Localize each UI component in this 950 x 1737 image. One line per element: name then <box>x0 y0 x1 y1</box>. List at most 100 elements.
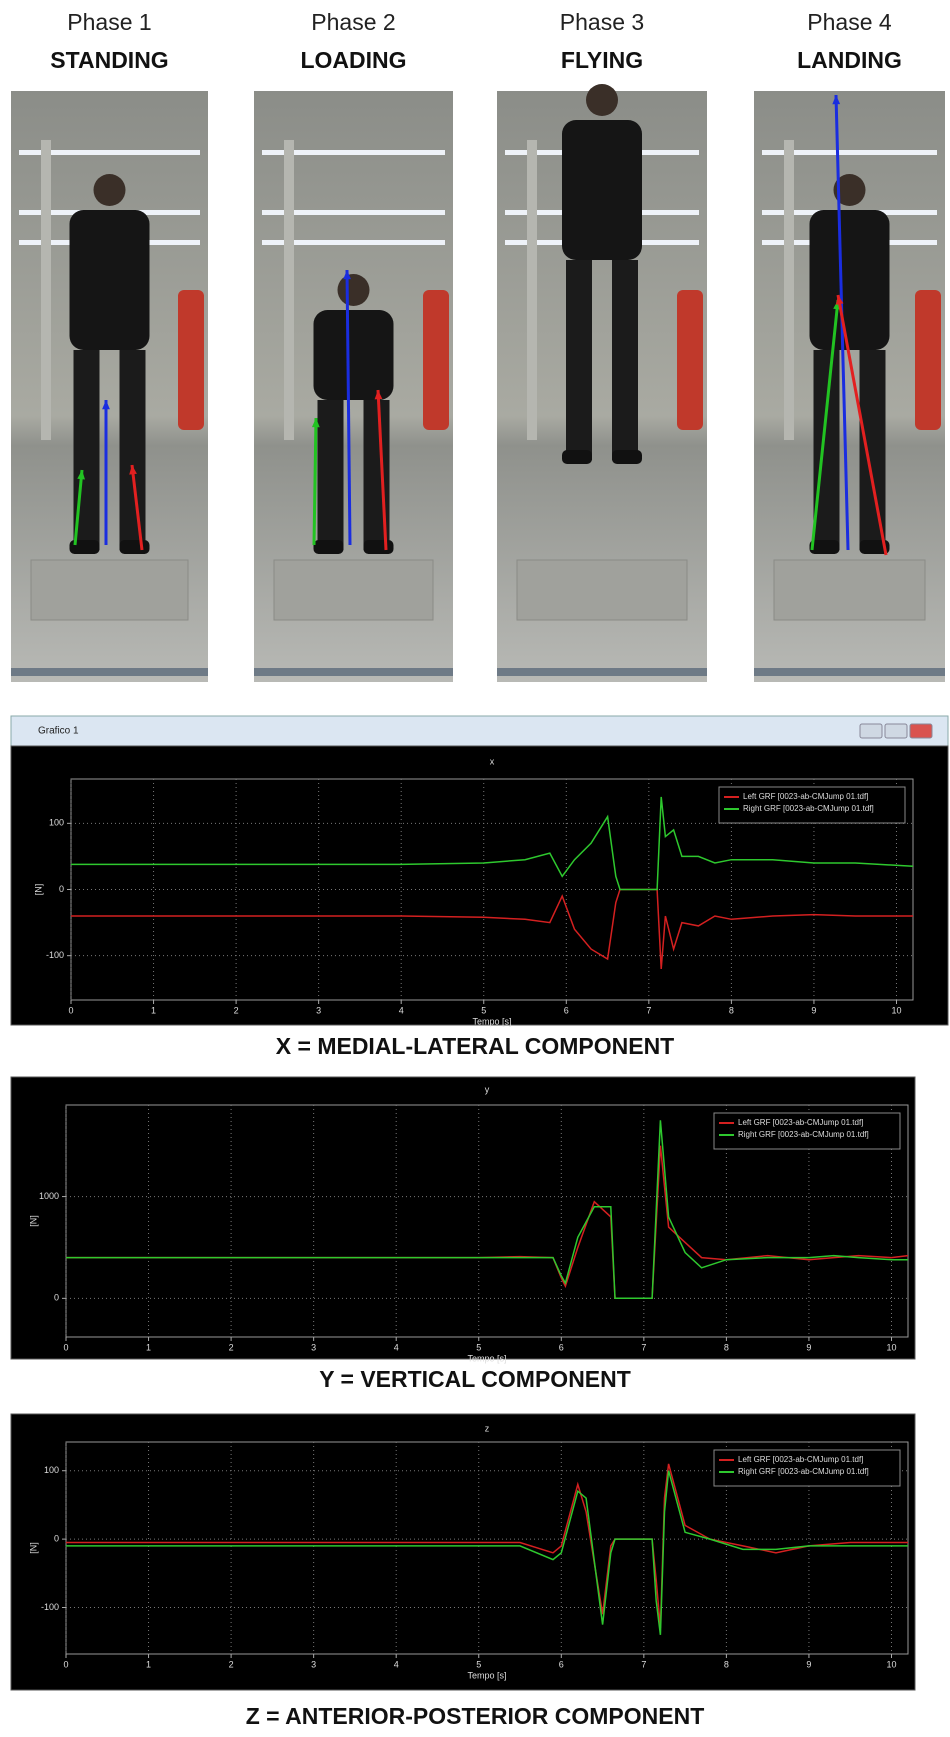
phase-label: Phase 4 <box>807 9 892 35</box>
phase-name: STANDING <box>50 47 168 73</box>
shoe-left <box>314 540 344 554</box>
x-tick-label: 2 <box>229 1342 234 1352</box>
floor-mat <box>31 560 188 620</box>
phase-label: Phase 1 <box>67 9 151 35</box>
x-tick-label: 10 <box>891 1005 901 1015</box>
shoe-right <box>120 540 150 554</box>
y-tick-label: 100 <box>49 818 64 828</box>
y-tick-label: 0 <box>54 1293 59 1303</box>
x-tick-label: 8 <box>724 1659 729 1669</box>
window-button <box>910 724 932 738</box>
x-axis-label: Tempo [s] <box>467 1670 506 1680</box>
window-title: Grafico 1 <box>38 726 79 737</box>
x-tick-label: 9 <box>811 1005 816 1015</box>
head <box>94 174 126 206</box>
caption: Y = VERTICAL COMPONENT <box>319 1366 631 1392</box>
photo <box>11 91 208 682</box>
bottom-bar <box>497 668 707 676</box>
x-tick-label: 5 <box>481 1005 486 1015</box>
x-tick-label: 9 <box>806 1659 811 1669</box>
leg-right <box>860 350 886 550</box>
x-tick-label: 6 <box>559 1659 564 1669</box>
y-axis-label: [N] <box>28 1215 38 1227</box>
force-arrow <box>314 418 316 545</box>
photo <box>254 91 453 682</box>
x-tick-label: 3 <box>311 1342 316 1352</box>
caption: Z = ANTERIOR-POSTERIOR COMPONENT <box>246 1703 705 1729</box>
legend-label: Right GRF [0023-ab-CMJump 01.tdf] <box>738 1467 869 1476</box>
legend-label: Right GRF [0023-ab-CMJump 01.tdf] <box>738 1130 869 1139</box>
x-tick-label: 4 <box>394 1659 399 1669</box>
x-tick-label: 0 <box>63 1342 68 1352</box>
x-tick-label: 8 <box>729 1005 734 1015</box>
x-tick-label: 7 <box>641 1659 646 1669</box>
leg-left <box>318 400 344 550</box>
x-tick-label: 7 <box>641 1342 646 1352</box>
x-tick-label: 5 <box>476 1659 481 1669</box>
staff <box>915 290 941 430</box>
phase-label: Phase 3 <box>560 9 644 35</box>
phase-name: LANDING <box>797 47 902 73</box>
caption: X = MEDIAL-LATERAL COMPONENT <box>276 1033 674 1059</box>
x-tick-label: 3 <box>316 1005 321 1015</box>
y-tick-label: 100 <box>44 1465 59 1475</box>
x-tick-label: 0 <box>68 1005 73 1015</box>
legend-label: Left GRF [0023-ab-CMJump 01.tdf] <box>738 1118 863 1127</box>
shoe-right <box>364 540 394 554</box>
pillar <box>527 140 537 440</box>
bottom-bar <box>11 668 208 676</box>
pillar <box>41 140 51 440</box>
x-axis-label: Tempo [s] <box>472 1016 511 1026</box>
y-tick-label: 1000 <box>39 1191 59 1201</box>
chart-title: y <box>485 1084 490 1094</box>
x-tick-label: 6 <box>564 1005 569 1015</box>
x-tick-label: 10 <box>886 1342 896 1352</box>
y-tick-label: -100 <box>46 950 64 960</box>
bottom-bar <box>254 668 453 676</box>
phase-name: FLYING <box>561 47 643 73</box>
x-tick-label: 4 <box>394 1342 399 1352</box>
x-tick-label: 0 <box>63 1659 68 1669</box>
x-tick-label: 5 <box>476 1342 481 1352</box>
y-axis-label: [N] <box>33 884 43 896</box>
shoe-right <box>612 450 642 464</box>
staff <box>677 290 703 430</box>
x-tick-label: 1 <box>146 1342 151 1352</box>
x-axis-label: Tempo [s] <box>467 1353 506 1363</box>
y-tick-label: 0 <box>59 884 64 894</box>
staff <box>423 290 449 430</box>
x-tick-label: 9 <box>806 1342 811 1352</box>
x-tick-label: 2 <box>229 1659 234 1669</box>
legend-label: Left GRF [0023-ab-CMJump 01.tdf] <box>743 792 868 801</box>
floor-mat <box>517 560 687 620</box>
legend-label: Right GRF [0023-ab-CMJump 01.tdf] <box>743 804 874 813</box>
leg-left <box>566 260 592 460</box>
chart-title: z <box>485 1423 490 1433</box>
head <box>338 274 370 306</box>
x-tick-label: 10 <box>886 1659 896 1669</box>
staff <box>178 290 204 430</box>
figure: Phase 1STANDINGPhase 2LOADINGPhase 3FLYI… <box>0 0 950 1737</box>
x-tick-label: 6 <box>559 1342 564 1352</box>
phase-name: LOADING <box>300 47 406 73</box>
leg-right <box>612 260 638 460</box>
bottom-bar <box>754 668 945 676</box>
x-tick-label: 4 <box>399 1005 404 1015</box>
floor-mat <box>774 560 925 620</box>
head <box>586 84 618 116</box>
x-tick-label: 7 <box>646 1005 651 1015</box>
leg-left <box>814 350 840 550</box>
x-tick-label: 3 <box>311 1659 316 1669</box>
x-tick-label: 1 <box>146 1659 151 1669</box>
chart-title: x <box>490 756 495 766</box>
torso <box>70 210 150 350</box>
torso <box>562 120 642 260</box>
floor-mat <box>274 560 433 620</box>
photo <box>754 91 945 682</box>
leg-right <box>120 350 146 550</box>
shoe-left <box>562 450 592 464</box>
photo <box>497 84 707 682</box>
torso <box>314 310 394 400</box>
y-tick-label: -100 <box>41 1602 59 1612</box>
torso <box>810 210 890 350</box>
